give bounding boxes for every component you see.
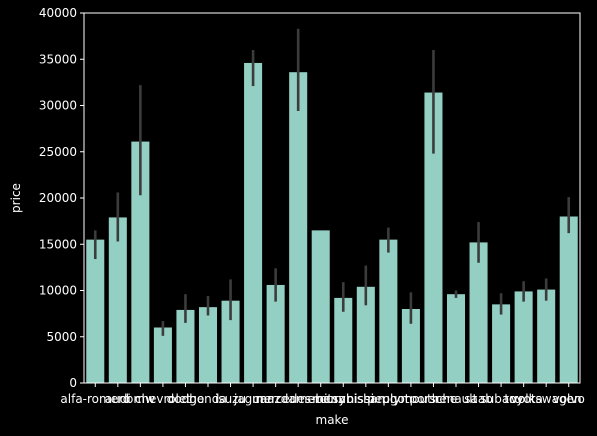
y-tick-label: 10000	[39, 284, 77, 298]
y-axis-label: price	[9, 183, 23, 213]
bar-mercedes-benz	[289, 72, 308, 383]
x-tick-label: volkswagen	[511, 392, 582, 406]
y-tick-label: 0	[69, 376, 77, 390]
bar-peugot	[379, 239, 398, 383]
y-axis-ticks: 0 5000 10000 15000 20000 25000 30000 35000 40000	[39, 6, 84, 390]
bar-isuzu	[221, 300, 240, 383]
bar-porsche	[424, 92, 443, 384]
bar-mercury	[311, 230, 330, 383]
x-tick-label: bmw	[126, 392, 155, 406]
bar-bmw	[131, 141, 150, 383]
x-tick-label: plymouth	[382, 392, 439, 406]
y-tick-label: 25000	[39, 145, 77, 159]
x-tick-label: renault	[435, 392, 478, 406]
x-tick-label: mercury	[296, 392, 346, 406]
x-tick-label: mercedes-benz	[252, 392, 344, 406]
bar-toyota	[514, 291, 533, 383]
y-tick-label: 30000	[39, 99, 77, 113]
x-axis-label: make	[316, 413, 349, 427]
bar-mitsubishi	[334, 297, 353, 383]
x-tick-label: mazda	[255, 392, 295, 406]
x-tick-label: toyota	[504, 392, 543, 406]
bar-dodge	[176, 309, 195, 383]
errorbars-group	[93, 28, 571, 336]
x-tick-label: nissan	[347, 392, 385, 406]
bar-subaru	[492, 304, 511, 383]
bar-renault	[446, 294, 466, 383]
x-tick-label: dodge	[167, 392, 205, 406]
y-tick-label: 15000	[39, 237, 77, 251]
x-tick-label: peugot	[367, 392, 410, 406]
bar-volvo	[559, 216, 578, 383]
bar-audi	[108, 217, 127, 383]
bar-volkswagen	[537, 289, 556, 383]
x-tick-label: subaru	[480, 392, 521, 406]
bar-plymouth	[401, 309, 420, 383]
y-tick-label: 5000	[46, 330, 77, 344]
bar-mazda	[266, 284, 285, 383]
x-tick-label: saab	[464, 392, 493, 406]
x-tick-label: isuzu	[215, 392, 246, 406]
bar-alfa-romero	[86, 239, 105, 383]
x-tick-label: honda	[189, 392, 227, 406]
bar-honda	[198, 307, 218, 383]
x-tick-label: audi	[105, 392, 131, 406]
x-tick-label: jaguar	[233, 392, 272, 406]
bar-nissan	[356, 286, 375, 383]
y-tick-label: 20000	[39, 191, 77, 205]
x-tick-label: chevrolet	[135, 392, 191, 406]
x-tick-label: mitsubishi	[312, 392, 374, 406]
bar-saab	[469, 242, 488, 383]
y-tick-label: 40000	[39, 6, 77, 20]
bar-chevrolet	[153, 327, 172, 383]
x-tick-label: alfa-romero	[60, 392, 130, 406]
y-tick-label: 35000	[39, 52, 77, 66]
x-tick-label: porsche	[410, 392, 458, 406]
bars-group	[86, 62, 578, 384]
x-tick-label: volvo	[553, 392, 585, 406]
bar-jaguar	[244, 62, 263, 383]
x-axis-ticks: alfa-romeroaudibmwchevroletdodgehondaisu…	[60, 383, 585, 406]
